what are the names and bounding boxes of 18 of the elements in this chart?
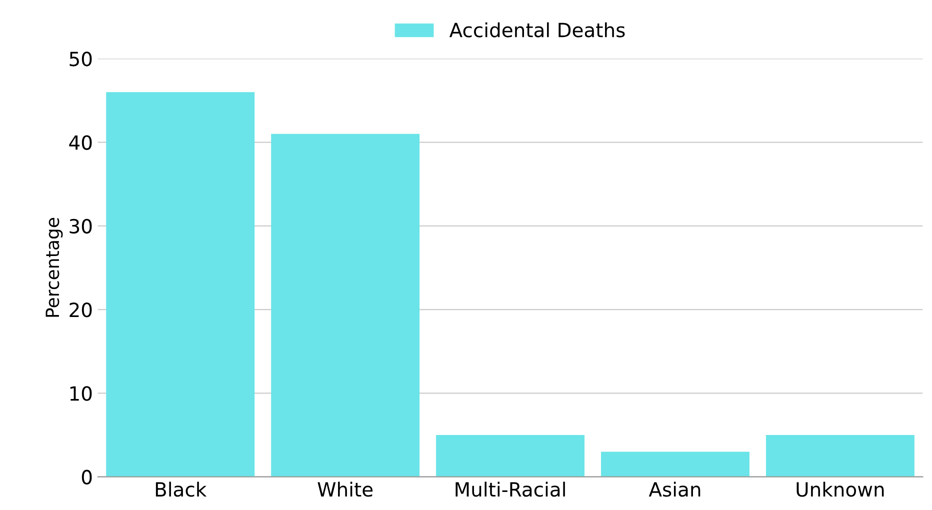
y-tick-label: 10 — [70, 386, 92, 401]
legend-label: Accidental Deaths — [449, 22, 625, 38]
x-tick-label: White — [318, 482, 373, 497]
bar — [271, 134, 420, 477]
bar — [766, 435, 914, 477]
bar — [106, 92, 255, 477]
y-tick-label: 0 — [82, 470, 92, 485]
y-axis-title: Percentage — [46, 218, 63, 317]
x-tick-label: Unknown — [796, 482, 884, 497]
bar — [436, 435, 585, 477]
y-tick-label: 50 — [70, 52, 92, 66]
y-tick-label: 40 — [69, 135, 92, 150]
y-tick-label: 30 — [70, 218, 92, 234]
x-tick-label: Black — [156, 482, 207, 497]
x-tick-label: Asian — [648, 482, 700, 497]
y-tick-label: 20 — [70, 302, 92, 318]
x-tick-label: Multi-Racial — [456, 482, 565, 497]
bar — [601, 452, 750, 477]
